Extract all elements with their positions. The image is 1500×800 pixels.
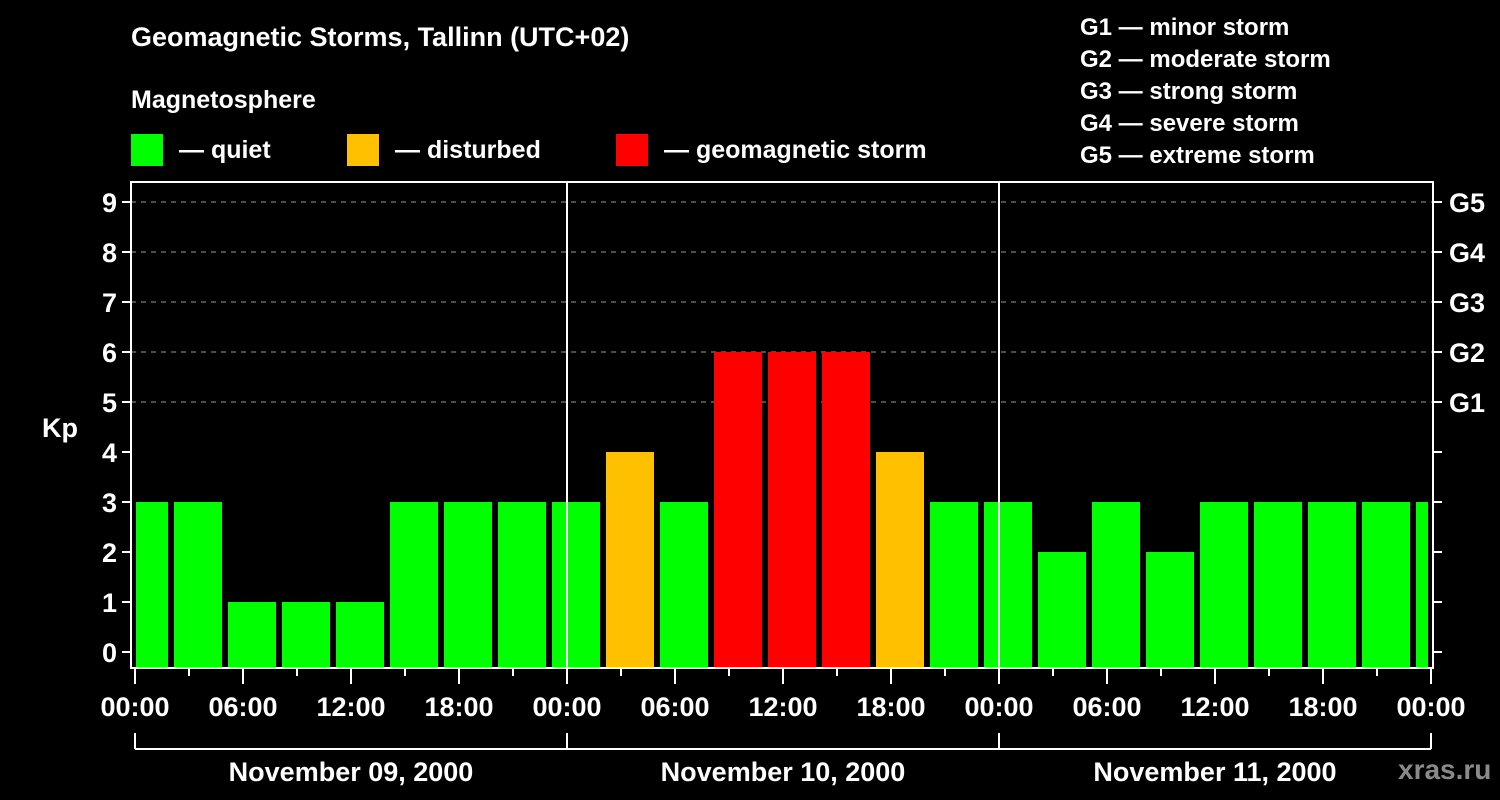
y-tick-label: 9: [102, 188, 117, 218]
kp-bar: [1146, 552, 1194, 667]
kp-bar: [1416, 502, 1428, 667]
g-scale-g5: G5 — extreme storm: [1080, 142, 1315, 169]
x-tick-label: 06:00: [208, 692, 277, 722]
kp-bar: [228, 602, 276, 667]
legend-disturbed: — disturbed: [347, 134, 541, 166]
g-scale-g3: G3 — strong storm: [1080, 78, 1298, 105]
y-tick-label: 1: [102, 588, 117, 618]
kp-bar: [876, 452, 924, 667]
g-level-label: G1: [1449, 388, 1485, 418]
x-tick-label: 12:00: [1180, 692, 1249, 722]
y-tick-label: 3: [102, 488, 117, 518]
x-tick-label: 00:00: [964, 692, 1033, 722]
kp-bar: [174, 502, 222, 667]
legend-swatch-disturbed: [347, 134, 379, 166]
kp-bar: [444, 502, 492, 667]
y-axis-label: Kp: [42, 413, 78, 443]
legend-label: — disturbed: [395, 135, 541, 164]
g-level-label: G4: [1449, 238, 1485, 268]
x-tick-label: 00:00: [532, 692, 601, 722]
date-label: November 09, 2000: [229, 757, 474, 787]
x-tick-label: 06:00: [1072, 692, 1141, 722]
legend-label: — geomagnetic storm: [664, 135, 927, 164]
g-scale-g4: G4 — severe storm: [1080, 110, 1299, 137]
chart-title: Geomagnetic Storms, Tallinn (UTC+02): [131, 22, 630, 52]
kp-bar: [660, 502, 708, 667]
watermark: xras.ru: [1398, 754, 1492, 785]
kp-bar: [1200, 502, 1248, 667]
kp-bar: [930, 502, 978, 667]
kp-bar: [336, 602, 384, 667]
x-tick-label: 06:00: [640, 692, 709, 722]
kp-bar: [1038, 552, 1086, 667]
x-tick-label: 18:00: [1288, 692, 1357, 722]
x-tick-label: 00:00: [1396, 692, 1465, 722]
x-tick-label: 00:00: [100, 692, 169, 722]
date-label: November 11, 2000: [1093, 757, 1336, 787]
x-tick-label: 12:00: [316, 692, 385, 722]
kp-bar: [390, 502, 438, 667]
legend-quiet: — quiet: [131, 134, 271, 166]
kp-bar: [1092, 502, 1140, 667]
kp-bar: [282, 602, 330, 667]
g-scale-g2: G2 — moderate storm: [1080, 46, 1331, 73]
kp-bar: [552, 502, 600, 667]
kp-bar: [1362, 502, 1410, 667]
kp-bar: [768, 352, 816, 667]
x-tick-label: 12:00: [748, 692, 817, 722]
kp-bar: [984, 502, 1032, 667]
y-tick-label: 7: [102, 288, 117, 318]
kp-bar: [1308, 502, 1356, 667]
legend-label: — quiet: [179, 135, 271, 164]
kp-bar: [822, 352, 870, 667]
g-level-label: G5: [1449, 188, 1485, 218]
kp-bar: [1254, 502, 1302, 667]
y-tick-label: 4: [102, 438, 117, 468]
y-tick-label: 8: [102, 238, 117, 268]
x-tick-label: 18:00: [424, 692, 493, 722]
g-level-label: G2: [1449, 338, 1485, 368]
g-scale-g1: G1 — minor storm: [1080, 14, 1290, 41]
y-tick-label: 5: [102, 388, 117, 418]
y-tick-label: 0: [102, 638, 117, 668]
x-tick-label: 18:00: [856, 692, 925, 722]
legend-swatch-storm: [616, 134, 648, 166]
legend-swatch-quiet: [131, 134, 163, 166]
kp-bar: [714, 352, 762, 667]
y-tick-label: 6: [102, 338, 117, 368]
legend-storm: — geomagnetic storm: [616, 134, 927, 166]
kp-bar: [136, 502, 168, 667]
y-tick-label: 2: [102, 538, 117, 568]
kp-bar: [606, 452, 654, 667]
g-level-label: G3: [1449, 288, 1485, 318]
date-label: November 10, 2000: [661, 757, 906, 787]
kp-bar: [498, 502, 546, 667]
legend-title: Magnetosphere: [131, 86, 316, 114]
bars: [136, 352, 1428, 667]
